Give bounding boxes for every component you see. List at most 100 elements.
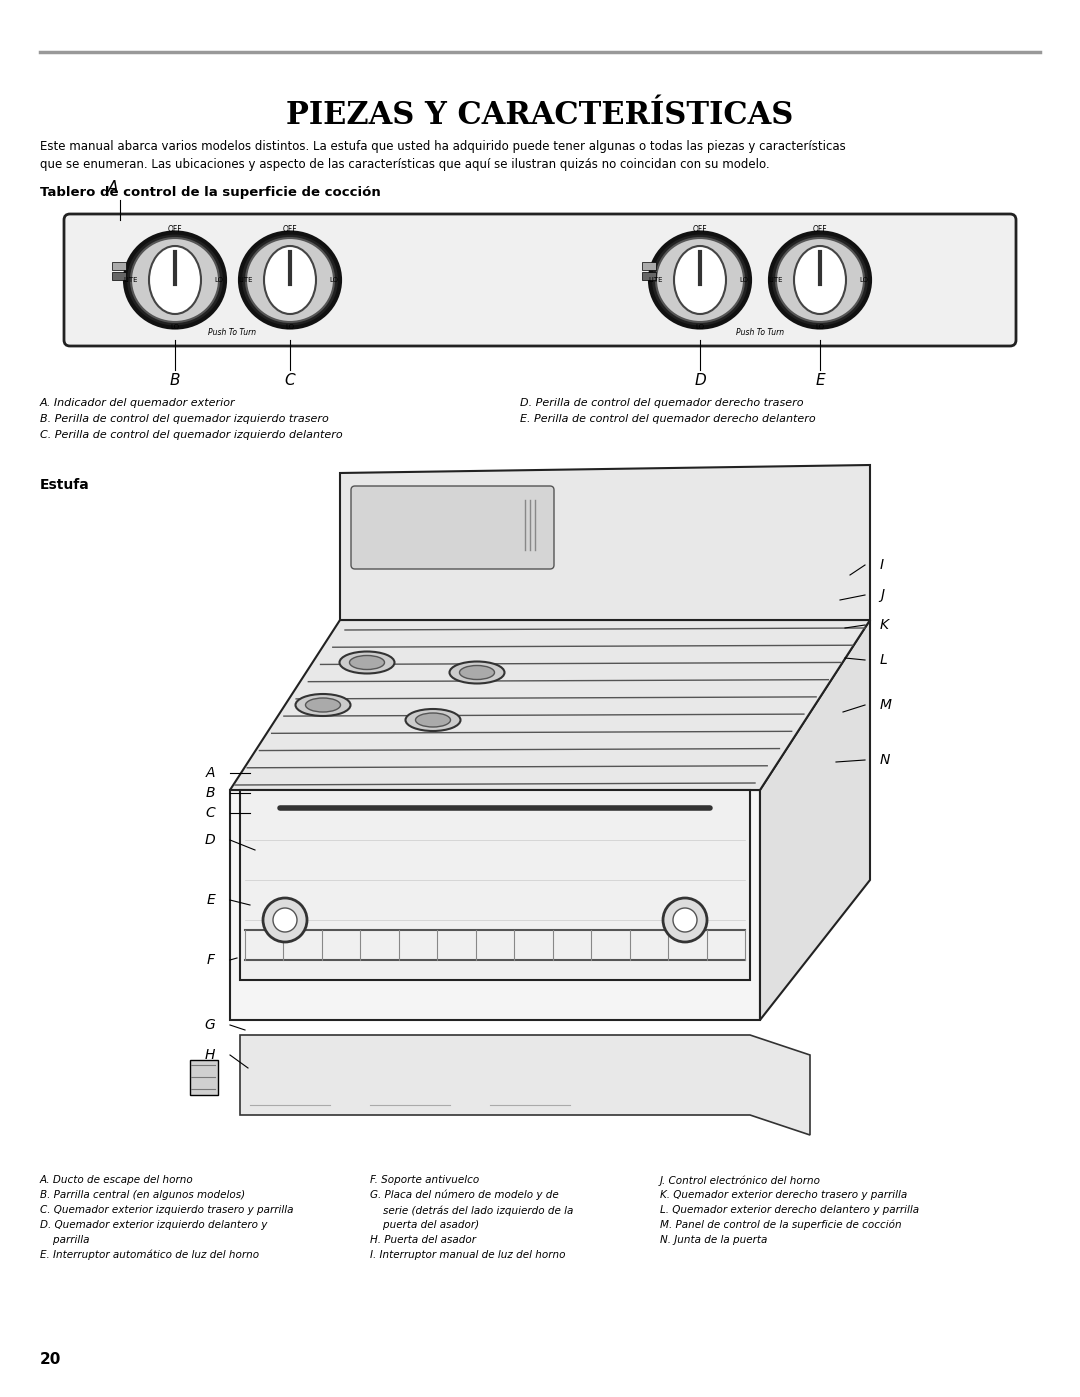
Ellipse shape bbox=[131, 237, 219, 321]
Ellipse shape bbox=[449, 662, 504, 683]
Circle shape bbox=[663, 898, 707, 942]
Text: LO: LO bbox=[171, 324, 179, 330]
Bar bbox=[112, 263, 126, 270]
Text: F. Soporte antivuelco: F. Soporte antivuelco bbox=[370, 1175, 480, 1185]
Text: LO: LO bbox=[860, 277, 868, 284]
Text: B. Perilla de control del quemador izquierdo trasero: B. Perilla de control del quemador izqui… bbox=[40, 414, 328, 425]
Text: A. Indicador del quemador exterior: A. Indicador del quemador exterior bbox=[40, 398, 235, 408]
FancyBboxPatch shape bbox=[64, 214, 1016, 346]
Text: A. Ducto de escape del horno: A. Ducto de escape del horno bbox=[40, 1175, 193, 1185]
Text: B. Parrilla central (en algunos modelos): B. Parrilla central (en algunos modelos) bbox=[40, 1190, 245, 1200]
Ellipse shape bbox=[240, 232, 340, 327]
Text: K: K bbox=[880, 617, 889, 631]
Text: LITE: LITE bbox=[649, 277, 663, 284]
Text: L. Quemador exterior derecho delantero y parrilla: L. Quemador exterior derecho delantero y… bbox=[660, 1206, 919, 1215]
Text: Tablero de control de la superficie de cocción: Tablero de control de la superficie de c… bbox=[40, 186, 381, 198]
Text: H: H bbox=[204, 1048, 215, 1062]
Text: J. Control electrónico del horno: J. Control electrónico del horno bbox=[660, 1175, 821, 1186]
Text: J: J bbox=[880, 588, 885, 602]
Text: OFF: OFF bbox=[167, 225, 183, 235]
Ellipse shape bbox=[794, 246, 846, 314]
Ellipse shape bbox=[264, 246, 316, 314]
Text: LITE: LITE bbox=[239, 277, 253, 284]
Text: LO: LO bbox=[696, 324, 704, 330]
Bar bbox=[190, 1060, 218, 1095]
Text: E. Interruptor automático de luz del horno: E. Interruptor automático de luz del hor… bbox=[40, 1250, 259, 1260]
Polygon shape bbox=[240, 789, 750, 981]
Text: LO: LO bbox=[815, 324, 824, 330]
Text: OFF: OFF bbox=[283, 225, 297, 235]
Ellipse shape bbox=[306, 698, 340, 712]
Ellipse shape bbox=[416, 712, 450, 726]
Text: Push To Turn: Push To Turn bbox=[208, 328, 256, 337]
Text: LO: LO bbox=[329, 277, 338, 284]
Text: LITE: LITE bbox=[124, 277, 138, 284]
Ellipse shape bbox=[296, 694, 351, 717]
Text: LO: LO bbox=[215, 277, 224, 284]
Text: I: I bbox=[880, 557, 885, 571]
Text: K. Quemador exterior derecho trasero y parrilla: K. Quemador exterior derecho trasero y p… bbox=[660, 1190, 907, 1200]
Ellipse shape bbox=[650, 232, 750, 327]
Text: PIEZAS Y CARACTERÍSTICAS: PIEZAS Y CARACTERÍSTICAS bbox=[286, 101, 794, 131]
Ellipse shape bbox=[770, 232, 870, 327]
Text: C. Quemador exterior izquierdo trasero y parrilla: C. Quemador exterior izquierdo trasero y… bbox=[40, 1206, 294, 1215]
Text: L: L bbox=[880, 652, 888, 666]
Text: G. Placa del número de modelo y de: G. Placa del número de modelo y de bbox=[370, 1190, 558, 1200]
Text: C: C bbox=[205, 806, 215, 820]
Ellipse shape bbox=[459, 665, 495, 679]
Text: OFF: OFF bbox=[692, 225, 707, 235]
Text: Este manual abarca varios modelos distintos. La estufa que usted ha adquirido pu: Este manual abarca varios modelos distin… bbox=[40, 140, 846, 154]
Text: B: B bbox=[170, 373, 180, 388]
Text: N. Junta de la puerta: N. Junta de la puerta bbox=[660, 1235, 768, 1245]
FancyBboxPatch shape bbox=[351, 486, 554, 569]
Bar bbox=[642, 272, 656, 279]
Text: E. Perilla de control del quemador derecho delantero: E. Perilla de control del quemador derec… bbox=[519, 414, 815, 425]
Text: LITE: LITE bbox=[769, 277, 783, 284]
Text: M. Panel de control de la superficie de cocción: M. Panel de control de la superficie de … bbox=[660, 1220, 902, 1231]
Ellipse shape bbox=[246, 237, 334, 321]
Text: E: E bbox=[206, 893, 215, 907]
Text: D. Quemador exterior izquierdo delantero y: D. Quemador exterior izquierdo delantero… bbox=[40, 1220, 268, 1229]
Bar bbox=[642, 263, 656, 270]
Ellipse shape bbox=[149, 246, 201, 314]
Ellipse shape bbox=[777, 237, 864, 321]
Ellipse shape bbox=[405, 710, 460, 731]
Text: N: N bbox=[880, 753, 890, 767]
Bar bbox=[112, 272, 126, 279]
Ellipse shape bbox=[656, 237, 744, 321]
Circle shape bbox=[264, 898, 307, 942]
Text: B: B bbox=[205, 787, 215, 800]
Text: A: A bbox=[108, 180, 118, 196]
Text: E: E bbox=[815, 373, 825, 388]
Text: Push To Turn: Push To Turn bbox=[735, 328, 784, 337]
Text: OFF: OFF bbox=[812, 225, 827, 235]
Text: G: G bbox=[204, 1018, 215, 1032]
Polygon shape bbox=[230, 620, 870, 789]
Text: C: C bbox=[285, 373, 295, 388]
Text: D: D bbox=[694, 373, 706, 388]
Polygon shape bbox=[240, 1035, 810, 1134]
Circle shape bbox=[273, 908, 297, 932]
Text: A: A bbox=[205, 766, 215, 780]
Text: C. Perilla de control del quemador izquierdo delantero: C. Perilla de control del quemador izqui… bbox=[40, 430, 342, 440]
Text: I. Interruptor manual de luz del horno: I. Interruptor manual de luz del horno bbox=[370, 1250, 566, 1260]
Ellipse shape bbox=[339, 651, 394, 673]
Text: LO: LO bbox=[740, 277, 748, 284]
Text: serie (detrás del lado izquierdo de la: serie (detrás del lado izquierdo de la bbox=[370, 1206, 573, 1215]
Text: parrilla: parrilla bbox=[40, 1235, 90, 1245]
Text: D: D bbox=[204, 833, 215, 847]
Text: puerta del asador): puerta del asador) bbox=[370, 1220, 480, 1229]
Ellipse shape bbox=[125, 232, 225, 327]
Polygon shape bbox=[760, 620, 870, 1020]
Text: 20: 20 bbox=[40, 1352, 62, 1368]
Text: LO: LO bbox=[285, 324, 295, 330]
Text: D. Perilla de control del quemador derecho trasero: D. Perilla de control del quemador derec… bbox=[519, 398, 804, 408]
Ellipse shape bbox=[350, 655, 384, 669]
Text: F: F bbox=[207, 953, 215, 967]
Text: M: M bbox=[880, 698, 892, 712]
Text: Estufa: Estufa bbox=[40, 478, 90, 492]
Ellipse shape bbox=[674, 246, 726, 314]
Circle shape bbox=[673, 908, 697, 932]
Polygon shape bbox=[230, 789, 760, 1020]
Polygon shape bbox=[340, 465, 870, 620]
